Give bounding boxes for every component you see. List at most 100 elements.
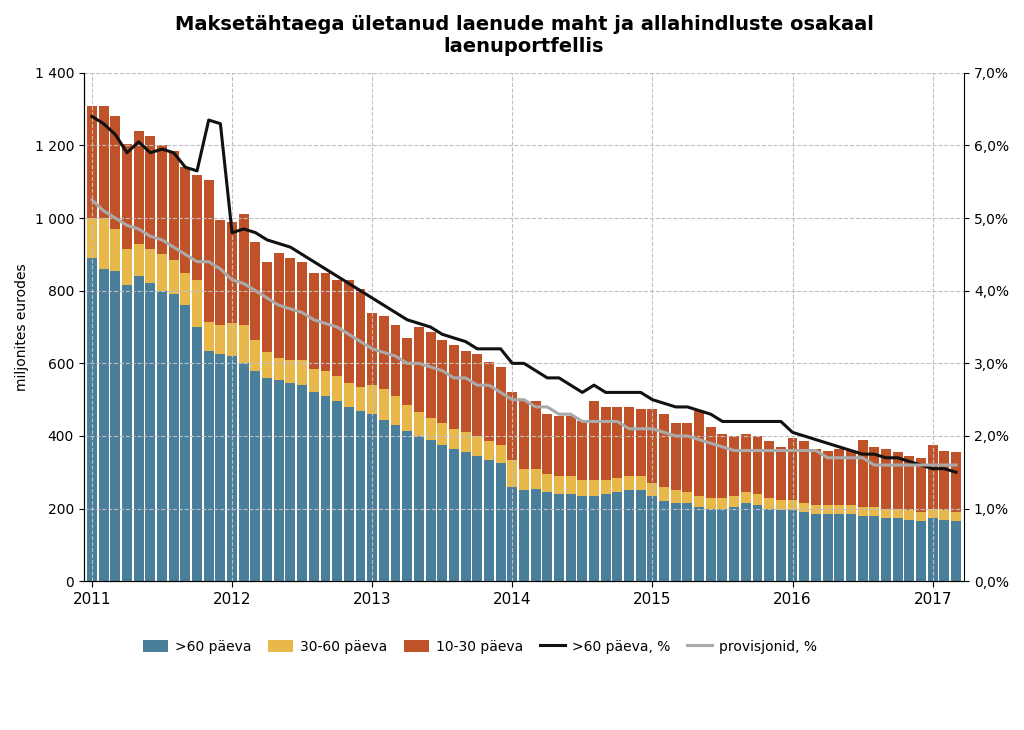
Bar [180, 272, 190, 305]
Bar [309, 272, 318, 369]
Bar [589, 402, 599, 480]
Bar [858, 507, 867, 516]
Bar [811, 514, 821, 581]
Bar [134, 276, 143, 581]
Bar [134, 244, 143, 276]
Bar [601, 494, 610, 581]
Bar [740, 503, 751, 581]
>60 päeva, % [86, 112, 98, 120]
Bar [402, 405, 413, 431]
Bar [928, 518, 938, 581]
Bar [928, 509, 938, 518]
Bar [881, 518, 891, 581]
Bar [636, 476, 646, 491]
Bar [507, 393, 517, 460]
Bar [472, 456, 482, 581]
Bar [811, 449, 821, 505]
Bar [98, 218, 109, 269]
Bar [180, 167, 190, 272]
Bar [297, 360, 307, 385]
provisjonid, % [763, 446, 775, 455]
Bar [204, 322, 214, 350]
Bar [858, 439, 867, 507]
Bar [612, 477, 623, 492]
Bar [554, 416, 564, 476]
Bar [157, 291, 167, 581]
Bar [355, 387, 366, 410]
Bar [122, 249, 132, 285]
Bar [332, 280, 342, 376]
Bar [916, 521, 926, 581]
Bar [355, 410, 366, 581]
Bar [951, 521, 961, 581]
Bar [262, 353, 272, 378]
Bar [543, 414, 552, 474]
Bar [858, 516, 867, 581]
Bar [694, 507, 705, 581]
Bar [740, 492, 751, 503]
Bar [787, 510, 798, 581]
Bar [543, 492, 552, 581]
Y-axis label: miljonites eurodes: miljonites eurodes [15, 264, 29, 391]
Bar [87, 218, 97, 258]
Bar [402, 431, 413, 581]
Bar [659, 502, 669, 581]
Bar [379, 420, 389, 581]
Bar [227, 222, 237, 323]
Bar [309, 369, 318, 393]
Bar [530, 488, 541, 581]
Bar [835, 514, 844, 581]
Bar [601, 480, 610, 494]
Bar [659, 487, 669, 502]
Bar [624, 407, 634, 476]
Title: Maksetähtaega ületanud laenude maht ja allahindluste osakaal
laenuportfellis: Maksetähtaega ületanud laenude maht ja a… [174, 15, 873, 56]
Bar [368, 385, 377, 414]
Bar [951, 512, 961, 521]
Bar [904, 520, 914, 581]
Bar [461, 453, 471, 581]
Bar [624, 476, 634, 491]
Bar [414, 327, 424, 412]
Bar [706, 498, 716, 509]
Bar [437, 423, 447, 445]
Bar [835, 505, 844, 514]
Bar [671, 491, 681, 503]
Bar [204, 180, 214, 322]
Bar [193, 174, 202, 280]
Bar [368, 312, 377, 385]
Bar [193, 280, 202, 327]
Bar [916, 458, 926, 512]
Bar [753, 436, 763, 494]
Bar [344, 407, 353, 581]
Bar [426, 418, 435, 439]
Bar [426, 332, 435, 418]
Bar [321, 371, 331, 396]
Bar [554, 494, 564, 581]
Bar [718, 434, 727, 498]
Bar [98, 269, 109, 581]
Bar [180, 305, 190, 581]
Bar [647, 496, 657, 581]
Bar [916, 512, 926, 521]
Bar [496, 445, 506, 464]
Bar [519, 491, 529, 581]
Bar [530, 402, 541, 469]
Bar [787, 499, 798, 510]
Bar [659, 414, 669, 487]
Bar [718, 509, 727, 581]
Bar [881, 509, 891, 518]
Bar [822, 450, 833, 505]
Bar [321, 396, 331, 581]
Bar [729, 507, 739, 581]
Bar [215, 326, 225, 354]
Bar [297, 385, 307, 581]
Bar [904, 456, 914, 510]
Bar [706, 509, 716, 581]
Bar [251, 371, 260, 581]
Bar [682, 492, 692, 503]
Bar [869, 507, 880, 516]
Bar [671, 503, 681, 581]
Bar [753, 505, 763, 581]
Bar [578, 496, 588, 581]
Bar [496, 464, 506, 581]
